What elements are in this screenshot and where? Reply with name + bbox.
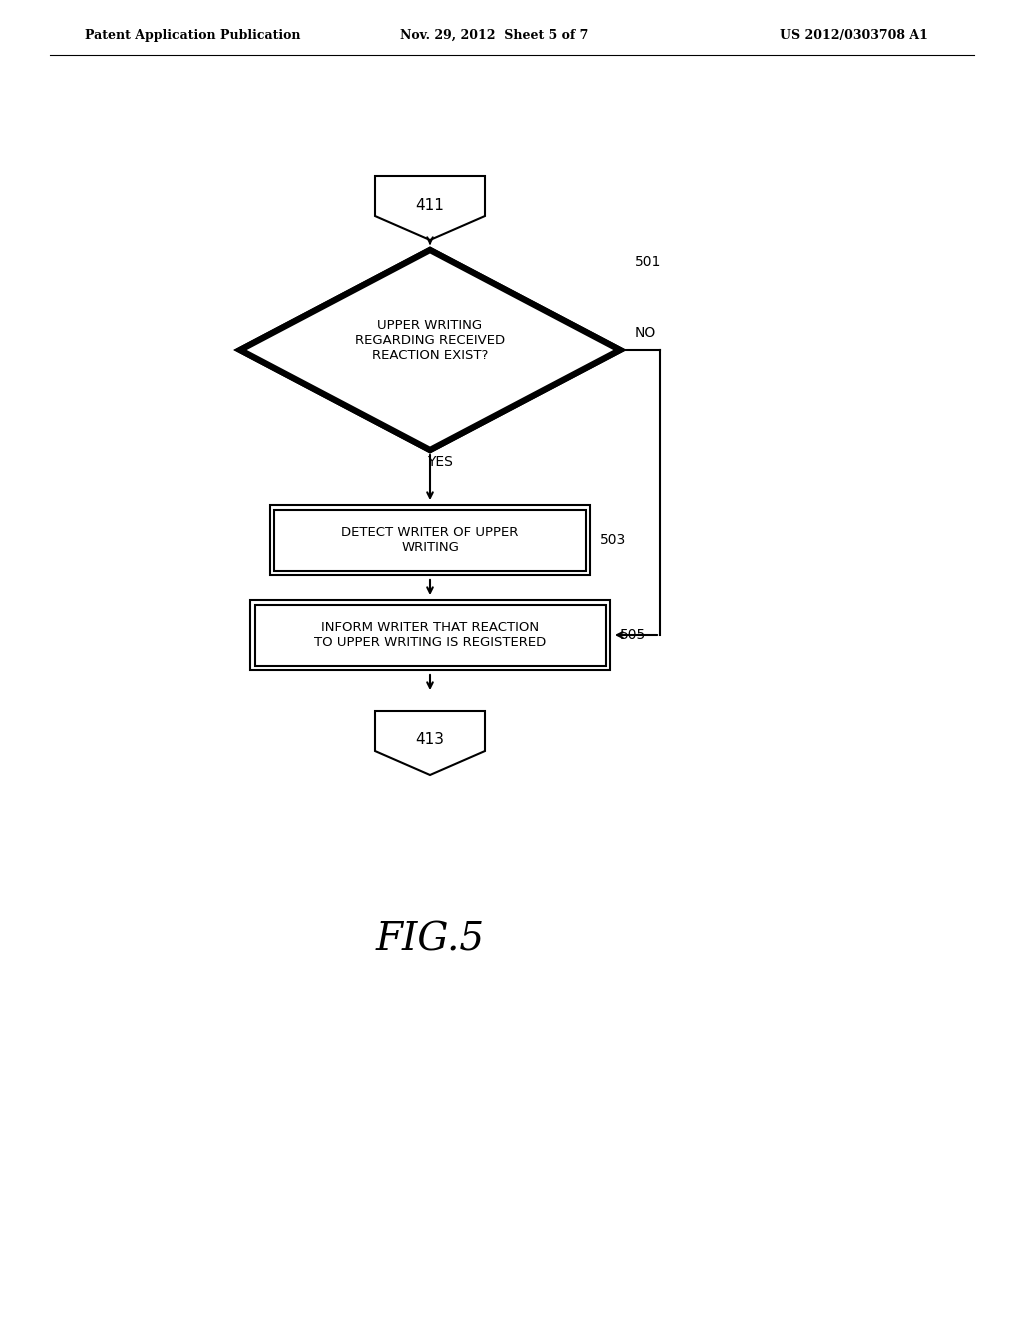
- Text: 411: 411: [416, 198, 444, 213]
- Text: YES: YES: [427, 455, 453, 469]
- Text: Patent Application Publication: Patent Application Publication: [85, 29, 300, 41]
- Text: 501: 501: [635, 255, 662, 269]
- FancyBboxPatch shape: [255, 605, 605, 665]
- Text: INFORM WRITER THAT REACTION
TO UPPER WRITING IS REGISTERED: INFORM WRITER THAT REACTION TO UPPER WRI…: [314, 620, 546, 649]
- Text: Nov. 29, 2012  Sheet 5 of 7: Nov. 29, 2012 Sheet 5 of 7: [400, 29, 589, 41]
- FancyBboxPatch shape: [274, 510, 586, 570]
- Text: NO: NO: [635, 326, 656, 341]
- Polygon shape: [375, 711, 485, 775]
- Text: US 2012/0303708 A1: US 2012/0303708 A1: [780, 29, 928, 41]
- Text: 505: 505: [620, 628, 646, 642]
- Text: UPPER WRITING
REGARDING RECEIVED
REACTION EXIST?: UPPER WRITING REGARDING RECEIVED REACTIO…: [355, 318, 505, 362]
- Text: 413: 413: [416, 733, 444, 747]
- Text: 503: 503: [600, 533, 627, 546]
- FancyBboxPatch shape: [270, 506, 590, 576]
- FancyBboxPatch shape: [250, 601, 610, 671]
- Text: DETECT WRITER OF UPPER
WRITING: DETECT WRITER OF UPPER WRITING: [341, 525, 519, 554]
- Text: FIG.5: FIG.5: [376, 921, 484, 958]
- Polygon shape: [240, 249, 620, 450]
- Polygon shape: [375, 176, 485, 240]
